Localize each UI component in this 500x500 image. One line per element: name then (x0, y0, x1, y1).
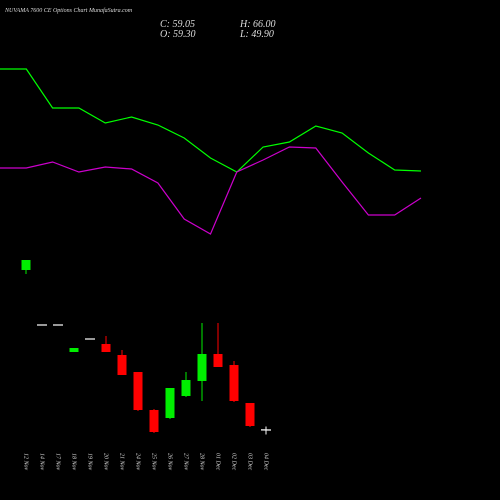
ohlc-high: H: 66.00 (239, 19, 276, 30)
x-tick-label: 24 Nov (135, 453, 142, 471)
candle-body (69, 348, 79, 352)
candle-body (229, 365, 239, 401)
candle-body (149, 410, 159, 432)
x-tick-label: 26 Nov (167, 453, 173, 471)
x-tick-label: 12 Nov (23, 453, 29, 471)
candle-body (117, 355, 127, 375)
candle-body (165, 388, 175, 418)
x-tick-label: 27 Nov (183, 453, 189, 471)
x-tick-label: 14 Nov (39, 453, 46, 471)
ohlc-low: L: 49.90 (239, 29, 274, 40)
chart-title: NUVAMA 7600 CE Options Chart MunafaSutra… (4, 7, 133, 14)
ohlc-close: C: 59.05 (160, 19, 195, 30)
x-tick-label: 18 Nov (71, 453, 77, 471)
indicator-line (0, 68, 422, 173)
x-tick-label: 17 Nov (55, 453, 61, 471)
x-tick-label: 04 Dec (263, 453, 270, 470)
x-tick-label: 03 Dec (247, 453, 253, 470)
indicator-line (0, 146, 422, 235)
candle-body (213, 354, 223, 367)
candle-body (245, 403, 255, 426)
x-tick-label: 21 Nov (119, 453, 125, 471)
x-tick-label: 28 Nov (199, 453, 205, 471)
x-tick-label: 02 Dec (231, 453, 237, 470)
candle-body (21, 260, 31, 270)
x-tick-label: 25 Nov (151, 453, 157, 471)
candle-body (133, 372, 143, 410)
candle-body (181, 380, 191, 396)
candle-body (197, 354, 207, 381)
candle-body (101, 344, 111, 352)
ohlc-open: O: 59.30 (160, 29, 196, 40)
x-tick-label: 19 Nov (87, 453, 93, 471)
x-tick-label: 20 Nov (103, 453, 109, 471)
x-tick-label: 01 Dec (215, 453, 221, 470)
